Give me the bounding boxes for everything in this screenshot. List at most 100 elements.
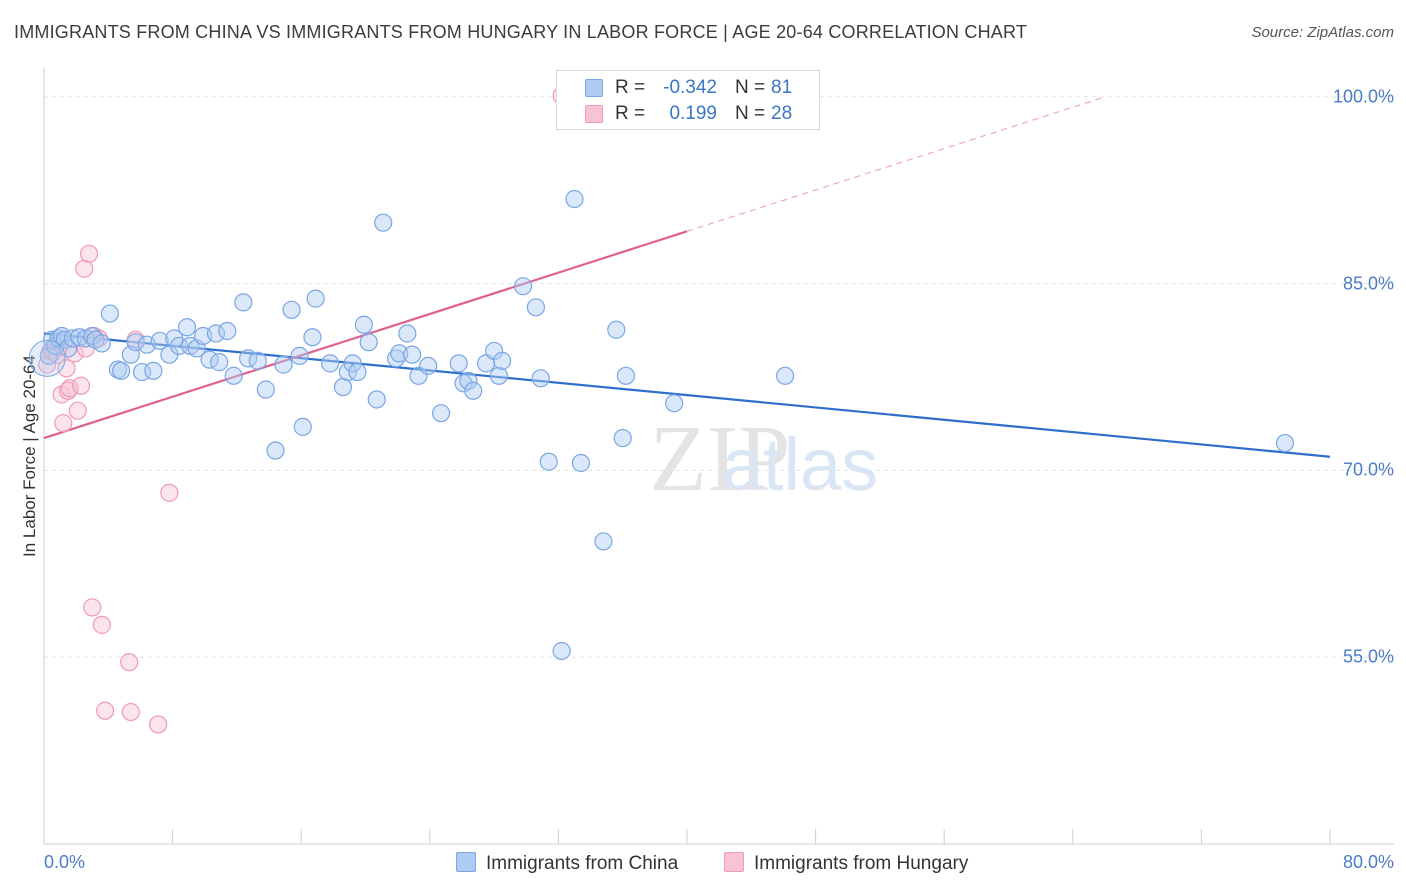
trend-lines xyxy=(43,96,1331,458)
r-label: R = xyxy=(615,77,646,98)
stats-legend: R = -0.342 N = 81 R = 0.199 N = 28 xyxy=(556,70,820,130)
hungary-point xyxy=(160,483,179,502)
china-point xyxy=(552,641,571,661)
china-point xyxy=(531,369,550,388)
china-point xyxy=(282,300,301,319)
hungary-point xyxy=(121,702,140,722)
china-point xyxy=(409,366,428,385)
trend-line-0 xyxy=(43,332,1331,458)
china-points xyxy=(28,189,1295,661)
axes xyxy=(43,68,1394,845)
china-point xyxy=(150,331,169,351)
china-legend-label: Immigrants from China xyxy=(486,853,679,874)
y-tick-label: 100.0% xyxy=(1332,86,1394,107)
china-point xyxy=(290,346,309,365)
hungary-point xyxy=(149,715,168,734)
hungary-point xyxy=(79,244,99,263)
china-r-value: -0.342 xyxy=(663,77,717,98)
hungary-point xyxy=(68,401,87,420)
china-point xyxy=(306,289,325,308)
china-point xyxy=(1275,433,1295,453)
china-point xyxy=(616,366,636,385)
china-point-large xyxy=(28,339,66,377)
china-point xyxy=(206,324,226,343)
x-tick-max: 80.0% xyxy=(1342,852,1394,872)
china-point xyxy=(293,417,312,436)
trend-line-extension-1 xyxy=(686,96,1106,232)
china-point xyxy=(338,362,357,382)
hungary-swatch xyxy=(585,105,603,123)
china-point xyxy=(539,452,558,471)
watermark-atlas: atlas xyxy=(722,423,878,506)
watermark: ZIP xyxy=(650,407,791,511)
legend-item-hungary: Immigrants from Hungary xyxy=(724,852,968,875)
hungary-r-value: 0.199 xyxy=(669,103,717,124)
hungary-point xyxy=(60,379,79,398)
china-point xyxy=(594,532,613,551)
hungary-point xyxy=(92,615,111,634)
china-point xyxy=(177,318,197,337)
china-point xyxy=(234,293,253,312)
china-point xyxy=(571,453,591,473)
china-point xyxy=(390,344,409,363)
china-legend-swatch xyxy=(456,852,476,872)
y-tick-label: 85.0% xyxy=(1342,273,1394,294)
hungary-n-value: 28 xyxy=(771,103,793,124)
china-point xyxy=(359,333,378,352)
hungary-point xyxy=(95,701,115,720)
x-tick-min: 0.0% xyxy=(44,852,86,872)
china-point xyxy=(274,355,293,374)
legend-item-china: Immigrants from China xyxy=(456,852,678,875)
china-point xyxy=(565,189,584,209)
china-point xyxy=(374,213,393,232)
china-point xyxy=(248,351,267,370)
china-point xyxy=(459,371,478,390)
legend-row-china: R = -0.342 N = 81 xyxy=(557,75,819,101)
china-point xyxy=(348,362,367,382)
china-point xyxy=(354,315,373,334)
hungary-point xyxy=(57,359,76,378)
china-point xyxy=(63,329,83,348)
china-point xyxy=(144,361,163,380)
china-point xyxy=(303,328,322,347)
hungary-point xyxy=(54,414,73,433)
r-label: R = xyxy=(615,103,646,124)
china-point xyxy=(449,354,468,373)
china-point xyxy=(775,366,795,385)
source-credit: Source: ZipAtlas.com xyxy=(1251,24,1394,41)
china-point xyxy=(266,441,285,460)
china-n-value: 81 xyxy=(771,77,793,98)
china-point xyxy=(613,428,632,448)
n-label: N = xyxy=(735,103,766,124)
china-swatch xyxy=(585,79,603,97)
china-point xyxy=(367,390,386,409)
china-point xyxy=(513,277,533,296)
china-point xyxy=(49,329,68,348)
china-point xyxy=(489,366,509,385)
hungary-point xyxy=(83,598,102,617)
china-point xyxy=(100,304,120,323)
china-point xyxy=(419,356,438,375)
china-point xyxy=(464,381,483,400)
china-point xyxy=(454,374,473,393)
china-point xyxy=(321,354,340,373)
china-point xyxy=(256,380,275,399)
y-tick-label: 70.0% xyxy=(1342,459,1394,480)
china-point xyxy=(493,351,512,370)
china-point xyxy=(210,353,229,372)
hungary-point xyxy=(120,653,139,672)
hungary-legend-label: Immigrants from Hungary xyxy=(754,853,969,874)
china-point xyxy=(92,334,111,353)
china-point xyxy=(607,320,626,339)
hungary-legend-swatch xyxy=(724,852,744,872)
n-label: N = xyxy=(735,77,766,98)
china-point xyxy=(398,324,417,343)
china-point xyxy=(665,394,684,413)
china-point xyxy=(224,366,243,385)
china-point xyxy=(526,298,545,317)
china-point xyxy=(112,361,131,380)
legend-row-hungary: R = 0.199 N = 28 xyxy=(557,101,819,127)
china-point xyxy=(218,321,237,341)
china-point xyxy=(126,333,145,352)
